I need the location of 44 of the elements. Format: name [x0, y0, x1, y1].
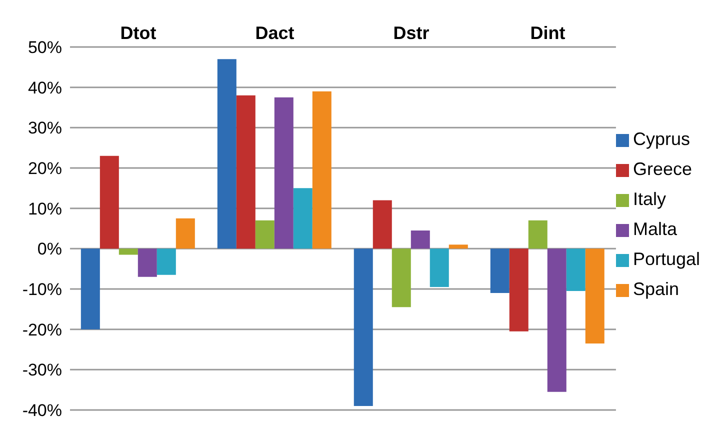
- bar: [118, 248, 138, 255]
- x-tick-label: Dtot: [120, 23, 156, 43]
- bar: [410, 230, 430, 249]
- legend-label: Italy: [632, 189, 666, 209]
- y-tick-label: 40%: [28, 78, 62, 98]
- bar: [80, 248, 100, 330]
- bar: [566, 248, 586, 292]
- x-tick-label: Dint: [530, 23, 566, 43]
- y-tick-label: 50%: [28, 38, 62, 58]
- bar: [100, 156, 119, 249]
- bar: [448, 244, 468, 249]
- bar: [585, 248, 604, 344]
- legend-label: Malta: [632, 219, 677, 239]
- bar: [138, 248, 157, 277]
- bar: [156, 248, 176, 275]
- x-tick-label: Dstr: [393, 23, 430, 43]
- bar: [176, 218, 195, 249]
- bar: [274, 97, 294, 249]
- bar: [490, 248, 510, 294]
- bar: [547, 248, 566, 392]
- bar: [236, 95, 256, 249]
- legend-label: Spain: [632, 279, 679, 299]
- bar: [509, 248, 528, 332]
- bar: [528, 220, 548, 249]
- y-tick-label: 20%: [28, 159, 62, 178]
- legend-label: Cyprus: [632, 129, 690, 149]
- y-tick-label: -20%: [22, 320, 62, 340]
- bar: [255, 220, 274, 249]
- bar: [354, 248, 373, 406]
- bar: [392, 248, 411, 308]
- y-tick-label: -30%: [22, 360, 62, 380]
- bar: [293, 188, 312, 249]
- legend-label: Portugal: [632, 249, 700, 269]
- bar: [217, 59, 236, 249]
- y-tick-label: -40%: [22, 401, 62, 420]
- bar: [372, 200, 392, 249]
- y-tick-label: 0%: [37, 240, 62, 259]
- y-tick-label: 30%: [28, 118, 62, 138]
- y-tick-label: -10%: [22, 280, 62, 300]
- legend-label: Greece: [632, 159, 692, 179]
- x-tick-label: Dact: [255, 23, 294, 43]
- bar: [430, 248, 449, 287]
- bar: [312, 91, 332, 249]
- y-tick-label: 10%: [28, 199, 62, 218]
